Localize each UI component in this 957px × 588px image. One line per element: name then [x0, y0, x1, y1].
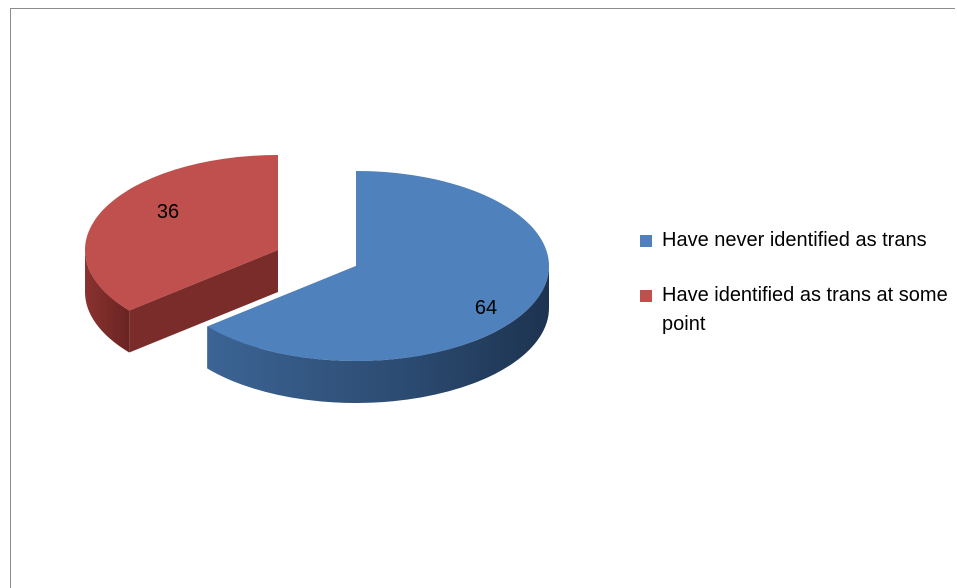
legend-item-never: Have never identified as trans [640, 226, 950, 255]
pie-slice-cut-1-0 [129, 250, 278, 353]
legend-label-never: Have never identified as trans [662, 229, 927, 251]
pie-slice-side-0 [207, 266, 549, 403]
legend-swatch-red [640, 290, 652, 302]
pie-slice-1 [85, 155, 278, 353]
pie-slice-top-0 [207, 171, 549, 362]
data-label-1: 36 [157, 201, 179, 223]
legend-label-identified: Have identified as trans at some point [662, 284, 948, 335]
pie-slice-side-1 [85, 250, 130, 353]
data-label-0: 64 [475, 297, 497, 319]
legend: Have never identified as trans Have iden… [640, 226, 950, 365]
pie-slice-top-1 [85, 155, 278, 311]
pie-slice-0 [207, 171, 549, 403]
legend-item-identified: Have identified as trans at some point [640, 281, 950, 339]
legend-swatch-blue [640, 235, 652, 247]
